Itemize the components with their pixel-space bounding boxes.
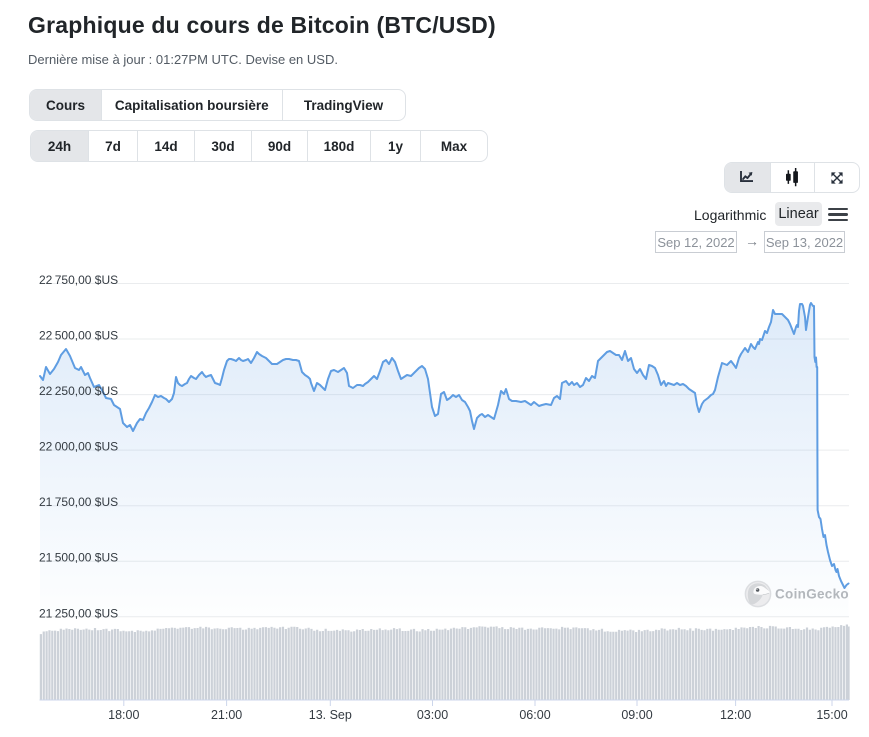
svg-text:22 500,00 $US: 22 500,00 $US xyxy=(39,329,118,343)
svg-text:12:00: 12:00 xyxy=(720,708,751,722)
svg-text:21 250,00 $US: 21 250,00 $US xyxy=(39,606,118,620)
svg-text:CoinGecko: CoinGecko xyxy=(775,587,849,602)
svg-text:22 000,00 $US: 22 000,00 $US xyxy=(39,440,118,454)
svg-text:03:00: 03:00 xyxy=(417,708,448,722)
svg-text:22 750,00 $US: 22 750,00 $US xyxy=(39,273,118,287)
svg-text:21 500,00 $US: 21 500,00 $US xyxy=(39,551,118,565)
svg-text:13. Sep: 13. Sep xyxy=(309,708,352,722)
svg-text:06:00: 06:00 xyxy=(519,708,550,722)
svg-text:15:00: 15:00 xyxy=(816,708,847,722)
svg-text:21 750,00 $US: 21 750,00 $US xyxy=(39,495,118,509)
svg-text:21:00: 21:00 xyxy=(211,708,242,722)
svg-text:18:00: 18:00 xyxy=(108,708,139,722)
svg-text:22 250,00 $US: 22 250,00 $US xyxy=(39,384,118,398)
svg-text:09:00: 09:00 xyxy=(621,708,652,722)
